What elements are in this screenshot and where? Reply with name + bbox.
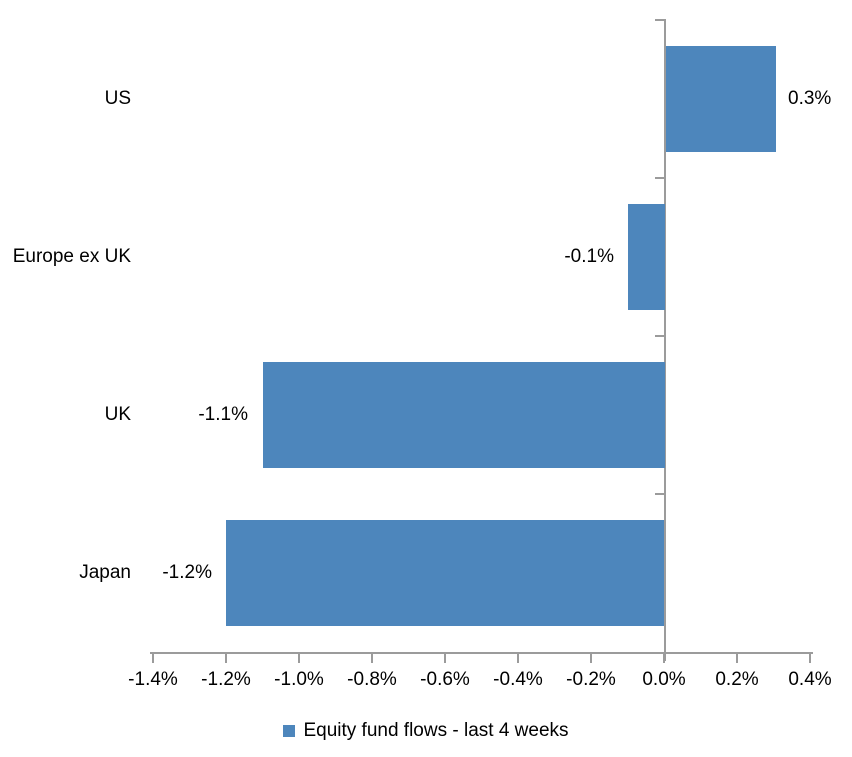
x-axis-tick-label: -0.8% <box>347 669 397 690</box>
x-axis-tick-label: -1.0% <box>274 669 324 690</box>
x-axis-tick <box>152 652 154 663</box>
bar-japan <box>226 520 664 626</box>
bar-europe-ex-uk <box>627 204 665 310</box>
x-axis-tick <box>371 652 373 663</box>
legend-label: Equity fund flows - last 4 weeks <box>303 720 569 741</box>
x-axis-tick <box>663 652 665 663</box>
data-label: -1.2% <box>162 562 212 583</box>
category-label: US <box>104 88 131 109</box>
y-axis-zero-line <box>664 20 666 661</box>
category-label: Japan <box>79 562 131 583</box>
x-axis-tick <box>517 652 519 663</box>
x-axis-tick-label: -0.6% <box>420 669 470 690</box>
x-axis-tick <box>809 652 811 663</box>
category-boundary-tick <box>655 19 666 21</box>
x-axis-tick-label: 0.2% <box>715 669 759 690</box>
category-boundary-tick <box>655 335 666 337</box>
legend-swatch-icon <box>283 725 296 737</box>
category-boundary-tick <box>655 493 666 495</box>
data-label: -1.1% <box>198 404 248 425</box>
x-axis-tick-label: -1.2% <box>201 669 251 690</box>
x-axis-tick-label: -0.4% <box>493 669 543 690</box>
x-axis-tick <box>298 652 300 663</box>
x-axis-tick-label: -1.4% <box>128 669 178 690</box>
x-axis-tick-label: -0.2% <box>566 669 616 690</box>
category-boundary-tick <box>655 177 666 179</box>
data-label: 0.3% <box>788 88 832 109</box>
category-label: UK <box>104 404 131 425</box>
category-label: Europe ex UK <box>12 246 131 267</box>
x-axis-tick-label: 0.0% <box>642 669 686 690</box>
x-axis-tick <box>736 652 738 663</box>
x-axis-tick <box>590 652 592 663</box>
legend: Equity fund flows - last 4 weeks <box>0 716 852 746</box>
x-axis-line <box>150 652 813 654</box>
x-axis-tick-label: 0.4% <box>788 669 832 690</box>
bar-us <box>666 46 776 152</box>
x-axis-tick <box>444 652 446 663</box>
data-label: -0.1% <box>564 246 614 267</box>
x-axis-tick <box>225 652 227 663</box>
bar-uk <box>262 362 665 468</box>
